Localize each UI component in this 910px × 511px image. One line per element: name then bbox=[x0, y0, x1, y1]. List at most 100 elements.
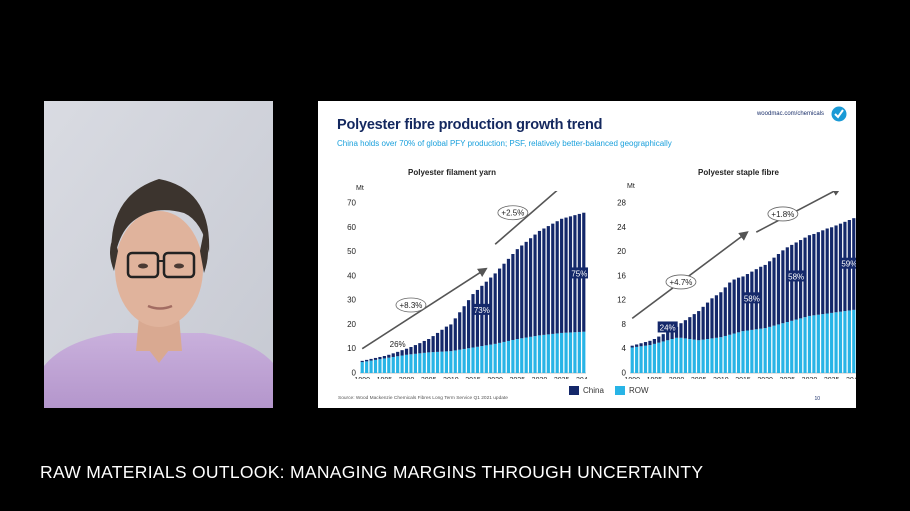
bar-china bbox=[830, 227, 834, 313]
chart-title-psf: Polyester staple fibre bbox=[698, 168, 779, 177]
x-tick-label: 2040 bbox=[576, 377, 588, 379]
bar-china bbox=[679, 323, 683, 338]
bar-china bbox=[776, 254, 781, 325]
y-tick-label: 60 bbox=[347, 223, 356, 232]
share-label: 24% bbox=[660, 323, 676, 332]
bar-china bbox=[790, 244, 794, 321]
bar-row bbox=[502, 341, 506, 373]
bar-row bbox=[418, 353, 422, 373]
bar-row bbox=[772, 325, 776, 373]
bar-row bbox=[852, 309, 856, 373]
bar-china bbox=[648, 340, 652, 346]
bar-row bbox=[471, 347, 475, 373]
bar-china bbox=[400, 350, 404, 356]
bar-row bbox=[714, 337, 719, 373]
bar-row bbox=[400, 355, 404, 373]
x-tick-label: 1995 bbox=[647, 377, 663, 379]
bar-china bbox=[378, 356, 382, 360]
presenter-image bbox=[44, 101, 273, 408]
x-tick-label: 2035 bbox=[554, 377, 570, 379]
bar-row bbox=[710, 338, 714, 373]
bar-china bbox=[520, 245, 524, 339]
bar-china bbox=[444, 326, 449, 352]
bar-row bbox=[524, 337, 528, 373]
bar-row bbox=[643, 345, 648, 373]
bar-china bbox=[630, 345, 634, 348]
bar-china bbox=[440, 329, 444, 352]
bar-row bbox=[803, 317, 807, 373]
bar-row bbox=[551, 333, 555, 373]
bar-row bbox=[683, 338, 687, 373]
bar-china bbox=[466, 300, 471, 349]
chart-title-pfy: Polyester filament yarn bbox=[408, 168, 497, 177]
bar-china bbox=[524, 241, 528, 338]
share-box bbox=[839, 257, 856, 269]
share-label: 73% bbox=[474, 306, 490, 315]
bar-row bbox=[453, 350, 457, 373]
bar-china bbox=[767, 261, 772, 327]
x-tick-label: 2025 bbox=[780, 377, 796, 379]
bar-row bbox=[825, 313, 829, 373]
bar-row bbox=[365, 361, 369, 373]
bar-china bbox=[435, 332, 440, 352]
presenter-video bbox=[44, 101, 273, 408]
bar-row bbox=[794, 319, 798, 373]
bar-row bbox=[674, 337, 679, 373]
bar-row bbox=[785, 322, 789, 373]
bar-row bbox=[480, 346, 484, 373]
slide-title: Polyester fibre production growth trend bbox=[337, 117, 603, 133]
bar-row bbox=[546, 334, 550, 373]
share-box bbox=[786, 270, 807, 282]
bar-china bbox=[529, 238, 533, 337]
x-tick-label: 2005 bbox=[421, 377, 437, 379]
bar-row bbox=[515, 339, 519, 373]
bar-china bbox=[391, 353, 395, 357]
trend-arrow bbox=[494, 191, 558, 245]
bar-china bbox=[723, 287, 727, 336]
bar-china bbox=[511, 254, 515, 340]
bar-row bbox=[458, 349, 462, 373]
bar-china bbox=[763, 264, 767, 329]
bar-china bbox=[555, 221, 559, 334]
bar-china bbox=[564, 217, 568, 333]
bar-china bbox=[781, 250, 785, 324]
bar-china bbox=[661, 334, 665, 342]
bar-row bbox=[396, 356, 400, 373]
bar-row bbox=[542, 334, 546, 373]
legend-row-label: ROW bbox=[629, 386, 649, 395]
bar-china bbox=[812, 233, 816, 316]
bar-row bbox=[670, 339, 674, 373]
bar-china bbox=[458, 312, 462, 350]
bar-row bbox=[475, 346, 480, 373]
bar-row bbox=[843, 311, 847, 373]
chart-pfy: 0102030405060701990199520002005201020152… bbox=[347, 191, 588, 379]
bar-row bbox=[568, 332, 573, 373]
legend-china-swatch bbox=[569, 386, 579, 395]
legend-china: China bbox=[569, 386, 604, 395]
bar-row bbox=[657, 342, 661, 373]
bar-china bbox=[365, 359, 369, 362]
bar-row bbox=[422, 352, 426, 373]
trend-arrow bbox=[755, 191, 842, 233]
bar-china bbox=[701, 306, 705, 340]
bar-row bbox=[555, 333, 559, 373]
share-label: 75% bbox=[571, 269, 587, 278]
bar-row bbox=[391, 356, 395, 373]
cagr-oval bbox=[665, 274, 697, 290]
bar-china bbox=[431, 336, 435, 353]
bar-row bbox=[719, 337, 723, 373]
bar-row bbox=[767, 326, 772, 373]
bar-china bbox=[542, 228, 546, 335]
bar-china bbox=[821, 230, 825, 315]
cagr-label: +2.5% bbox=[501, 209, 524, 218]
bar-row bbox=[427, 352, 431, 373]
bar-row bbox=[444, 351, 449, 373]
y-tick-label: 24 bbox=[617, 223, 626, 232]
bar-row bbox=[462, 348, 466, 373]
x-tick-label: 2035 bbox=[824, 377, 840, 379]
bar-china bbox=[462, 306, 466, 349]
bar-china bbox=[502, 263, 506, 342]
bar-china bbox=[666, 331, 670, 341]
y-tick-label: 50 bbox=[347, 247, 356, 256]
